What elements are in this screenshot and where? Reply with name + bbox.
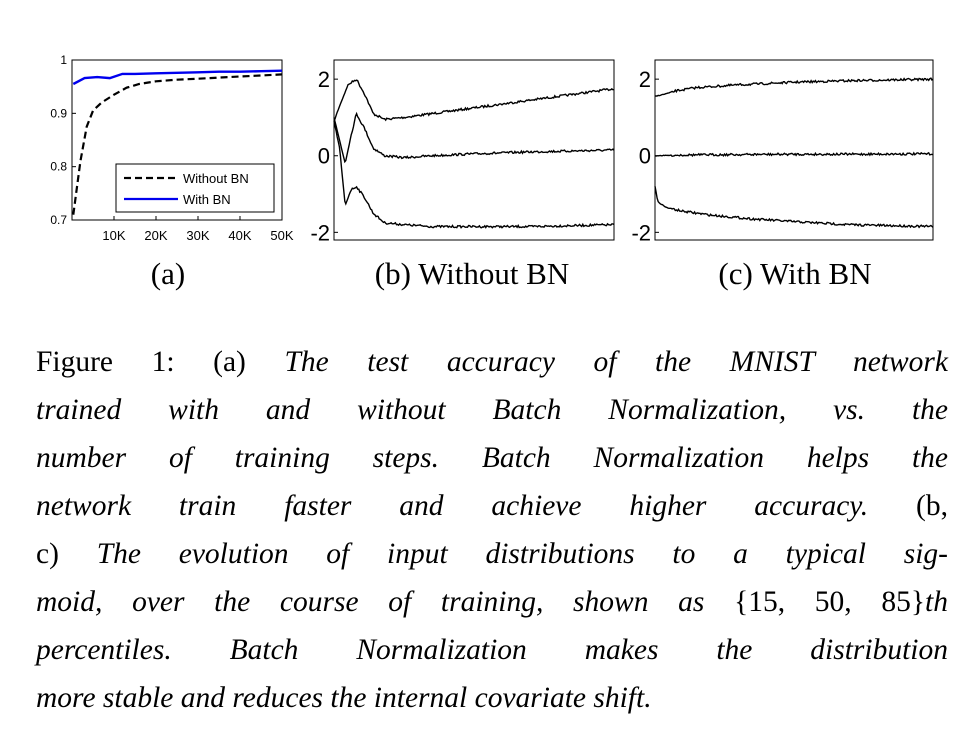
b-series-15th-percentile	[333, 121, 615, 229]
caption-line: Figure 1: (a) The test accuracy of the M…	[36, 338, 948, 386]
a-xtick-label: 30K	[186, 228, 209, 243]
subfigure-label-c: (c) With BN	[718, 256, 872, 291]
legend-label-with-bn: With BN	[183, 192, 231, 207]
caption-text-run: (b,	[868, 490, 948, 522]
caption-line: trained with and without Batch Normaliza…	[36, 386, 948, 434]
caption-line: more stable and reduces the internal cov…	[36, 674, 948, 722]
caption-text-run: number of training steps. Batch Normaliz…	[36, 442, 948, 474]
panel-c: 2 0 -2	[631, 59, 934, 245]
b-ytick-label: 0	[318, 144, 330, 169]
caption-text-run: moid, over the course of training, shown…	[36, 586, 735, 618]
b-ytick-label: 2	[318, 67, 330, 92]
caption-text-run: percentiles. Batch Normalization makes t…	[36, 634, 948, 666]
a-series-with-bn	[72, 69, 283, 86]
panel-c-frame	[654, 59, 934, 241]
panel-a-frame	[71, 59, 283, 221]
a-xtick-label: 40K	[228, 228, 251, 243]
panel-b: 2 0 -2	[310, 59, 615, 245]
caption-text-run: {15, 50, 85}	[734, 586, 926, 618]
c-series-15th-percentile	[654, 186, 934, 229]
caption-line: moid, over the course of training, shown…	[36, 578, 948, 626]
a-series-without-bn	[72, 73, 283, 215]
c-series-50th-percentile	[654, 151, 934, 158]
c-ytick-label: 0	[639, 144, 651, 169]
legend: Without BN With BN	[115, 163, 275, 213]
figure-canvas: 0.7 0.8 0.9 1 10K 20K 30K 40K 50K Without BN Wi…	[50, 53, 934, 245]
a-xtick-label: 50K	[270, 228, 293, 243]
caption-text-run: Figure 1: (a)	[36, 346, 285, 378]
a-ytick-label: 0.8	[50, 160, 67, 174]
panel-a: 0.7 0.8 0.9 1 10K 20K 30K 40K 50K Without BN Wi…	[50, 53, 294, 243]
b-series-50th-percentile	[333, 111, 615, 164]
c-ytick-label: -2	[631, 220, 651, 245]
caption-text-run: The evolution of input distributions to …	[96, 538, 948, 570]
subfigure-label-a: (a)	[150, 256, 186, 291]
a-ytick-label: 0.7	[50, 213, 67, 227]
caption-text-run: th	[925, 586, 948, 618]
caption-text-run: c)	[36, 538, 97, 570]
figure-caption: Figure 1: (a) The test accuracy of the M…	[36, 338, 948, 722]
b-series-85th-percentile	[333, 79, 614, 122]
caption-line: network train faster and achieve higher …	[36, 482, 948, 530]
c-ytick-label: 2	[639, 67, 651, 92]
caption-text-run: network train faster and achieve higher …	[36, 490, 869, 522]
caption-line: c) The evolution of input distributions …	[36, 530, 948, 578]
a-ytick-label: 1	[60, 53, 67, 67]
a-xtick-label: 10K	[102, 228, 125, 243]
caption-text-run: more stable and reduces the internal cov…	[36, 682, 652, 714]
a-ytick-label: 0.9	[50, 106, 67, 120]
caption-line: percentiles. Batch Normalization makes t…	[36, 626, 948, 674]
caption-text-run: trained with and without Batch Normaliza…	[36, 394, 948, 426]
legend-box	[115, 163, 275, 213]
caption-text-run: The test accuracy of the MNIST network	[284, 346, 948, 378]
b-ytick-label: -2	[310, 220, 330, 245]
legend-label-without-bn: Without BN	[183, 171, 249, 186]
a-xtick-label: 20K	[144, 228, 167, 243]
c-series-85th-percentile	[654, 77, 934, 97]
caption-line: number of training steps. Batch Normaliz…	[36, 434, 948, 482]
subfigure-label-b: (b) Without BN	[374, 256, 570, 291]
